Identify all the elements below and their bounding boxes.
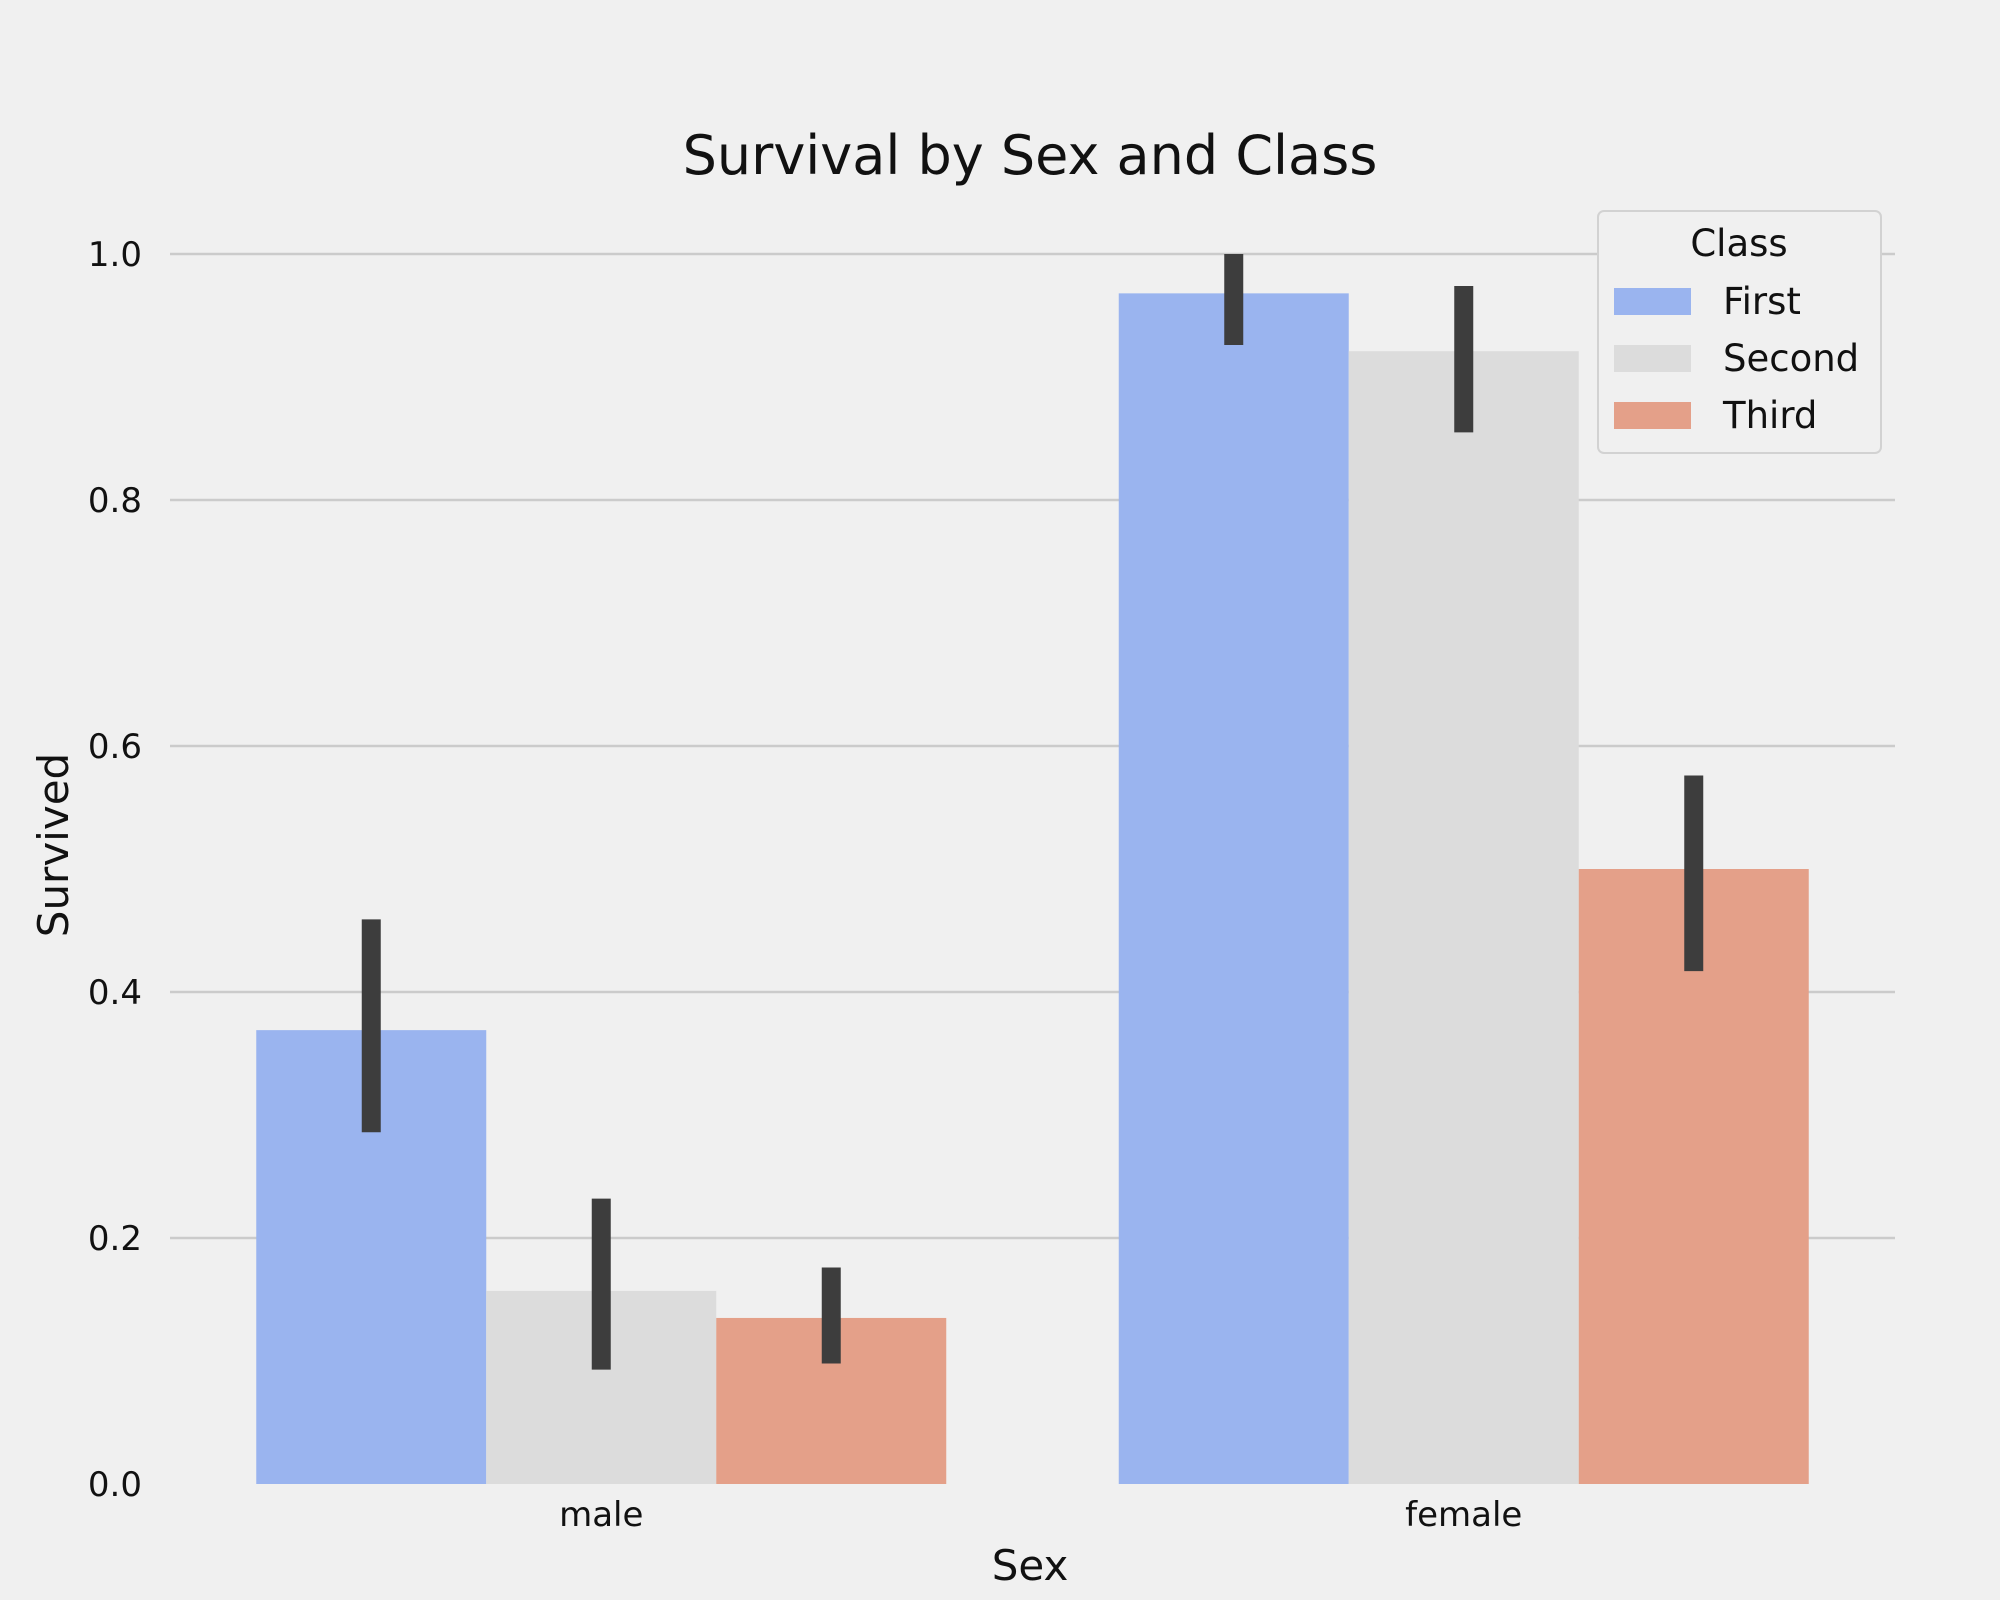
bar-first-female	[1118, 293, 1349, 1484]
x-tick-label: female	[1405, 1495, 1522, 1535]
x-axis-label: Sex	[992, 1541, 1069, 1590]
legend-swatch	[1614, 402, 1691, 429]
legend-item-label: Third	[1722, 394, 1817, 437]
legend-swatch	[1614, 345, 1691, 372]
y-axis-label: Survived	[29, 753, 78, 937]
legend-swatch	[1614, 288, 1691, 315]
bars	[256, 293, 1809, 1484]
legend-item-label: Second	[1723, 337, 1859, 380]
legend-frame	[1597, 210, 1882, 454]
bar-second-female	[1348, 351, 1579, 1484]
x-axis-ticks: male female	[559, 1495, 1522, 1535]
y-tick-label: 0.0	[88, 1465, 142, 1505]
x-tick-label: male	[559, 1495, 643, 1535]
y-tick-label: 0.8	[88, 481, 142, 521]
y-axis-ticks: 0.0 0.2 0.4 0.6 0.8 1.0	[88, 235, 142, 1505]
bar-third-female	[1578, 869, 1809, 1484]
y-tick-label: 0.6	[88, 727, 142, 767]
y-tick-label: 0.4	[88, 973, 142, 1013]
legend-item-label: First	[1723, 280, 1801, 323]
y-tick-label: 1.0	[88, 235, 142, 275]
legend-title: Class	[1690, 222, 1787, 265]
chart-title: Survival by Sex and Class	[683, 124, 1378, 187]
error-bars	[361, 254, 1704, 1370]
legend: Class First Second Third	[1597, 210, 1882, 454]
y-tick-label: 0.2	[88, 1219, 142, 1259]
